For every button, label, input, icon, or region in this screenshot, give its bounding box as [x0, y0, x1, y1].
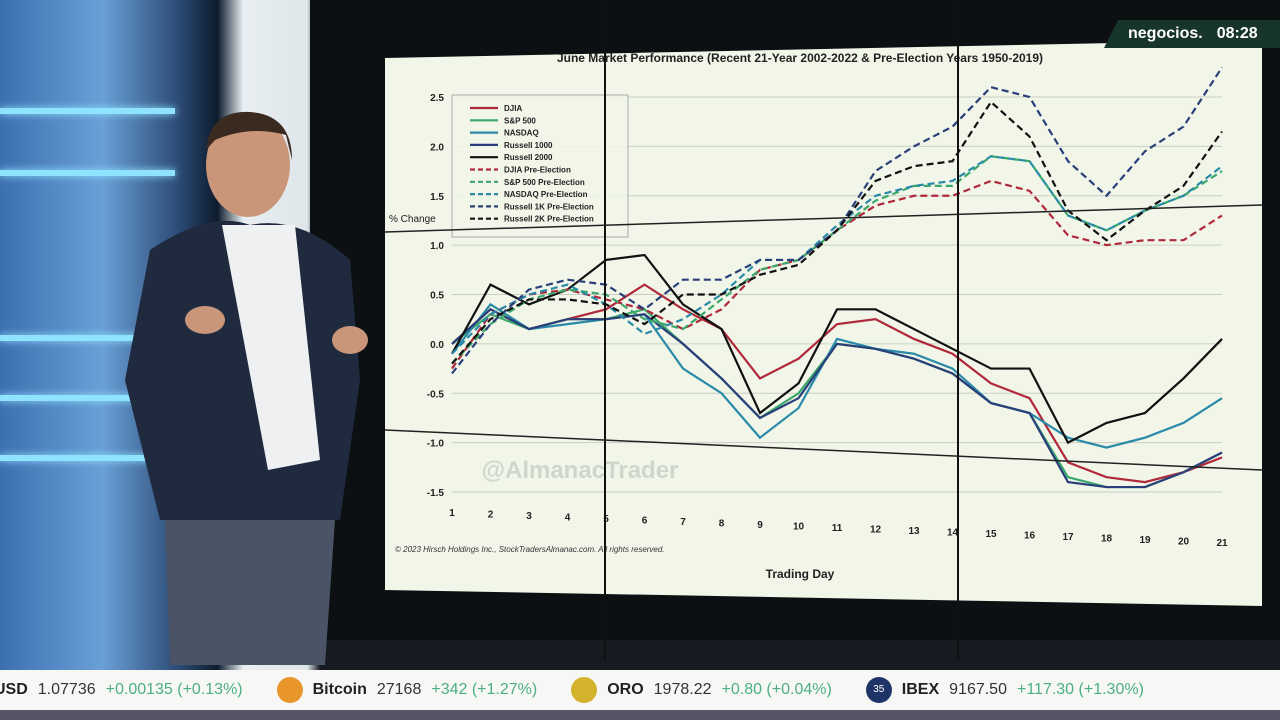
ticker-item-usd: USD 1.07736 +0.00135 (+0.13%) [0, 681, 243, 698]
presenter-shirt [222, 225, 320, 470]
watermark: @AlmanacTrader [482, 457, 679, 484]
neon-light [0, 108, 175, 114]
presenter [125, 111, 368, 665]
gold-icon [571, 677, 598, 703]
ticker-item-bitcoin: Bitcoin 27168 +342 (+1.27%) [276, 677, 537, 703]
x-tick-label: 2 [488, 510, 494, 521]
x-tick-label: 6 [642, 516, 648, 527]
series-line-nasdaq [451, 302, 1223, 449]
ticker-item-oro: ORO 1978.22 +0.80 (+0.04%) [571, 677, 832, 703]
legend-entry: Russell 1K Pre-Election [504, 202, 594, 211]
screen-seam [384, 429, 1263, 471]
x-tick-label: 21 [1216, 538, 1228, 549]
ticker-item-ibex: 35 IBEX 9167.50 +117.30 (+1.30%) [865, 677, 1144, 703]
y-tick-label: -0.5 [427, 389, 445, 400]
channel-bug: negocios. 08:28 [1104, 20, 1280, 48]
chart-title: June Market Performance (Recent 21-Year … [557, 51, 1043, 65]
legend-entry: Russell 2K Pre-Election [504, 215, 594, 224]
neon-light [0, 455, 175, 461]
channel-logo: negocios. [1128, 25, 1203, 42]
x-tick-label: 7 [680, 517, 686, 528]
series-line-russell-2k-pre-election [451, 100, 1223, 365]
legend-entry: NASDAQ [504, 129, 539, 138]
x-tick-label: 13 [908, 526, 920, 537]
x-tick-label: 12 [870, 525, 882, 536]
x-tick-label: 9 [757, 520, 763, 531]
y-tick-label: -1.5 [427, 488, 445, 499]
x-tick-label: 10 [793, 522, 805, 533]
x-axis-label: Trading Day [766, 567, 835, 581]
x-tick-label: 20 [1178, 537, 1190, 548]
y-tick-label: 2.0 [430, 142, 444, 153]
y-tick-label: -1.0 [427, 439, 445, 450]
bitcoin-icon [276, 677, 303, 703]
market-ticker: USD 1.07736 +0.00135 (+0.13%) Bitcoin 27… [0, 670, 1280, 710]
legend-entry: S&P 500 [504, 116, 536, 125]
legend-entry: DJIA Pre-Election [504, 166, 571, 175]
legend-entry: Russell 1000 [504, 141, 553, 150]
ibex-icon: 35 [865, 677, 892, 703]
copyright-footer: © 2023 Hirsch Holdings Inc., StockTrader… [395, 545, 665, 554]
presenter-head [206, 113, 290, 217]
y-tick-label: 1.5 [430, 192, 444, 203]
x-tick-label: 5 [603, 514, 609, 525]
series-line-djia-pre-election [451, 179, 1223, 370]
neon-light [0, 170, 175, 176]
x-tick-label: 17 [1062, 532, 1074, 543]
bottom-strip [0, 710, 1280, 720]
x-tick-label: 4 [565, 513, 571, 524]
series-line-russell-1000 [451, 307, 1223, 489]
screen-seam [384, 204, 1263, 233]
y-tick-label: 2.5 [430, 93, 444, 104]
x-tick-label: 19 [1139, 535, 1151, 546]
x-tick-label: 16 [1024, 531, 1036, 542]
x-tick-label: 1 [449, 508, 455, 519]
legend-entry: DJIA [504, 104, 522, 113]
series-line-russell-2000 [451, 253, 1223, 445]
series-line-djia [451, 283, 1223, 484]
neon-light [0, 395, 175, 401]
y-tick-label: 1.0 [430, 241, 444, 252]
series-line-nasdaq-pre-election [451, 155, 1223, 355]
x-tick-label: 14 [947, 528, 959, 539]
y-tick-label: 0.0 [430, 340, 444, 351]
legend-entry: S&P 500 Pre-Election [504, 178, 585, 187]
x-tick-label: 15 [985, 529, 997, 540]
y-axis-label: % Change [389, 214, 436, 225]
x-tick-label: 3 [526, 511, 532, 522]
y-tick-label: 0.5 [430, 291, 444, 302]
legend-entry: NASDAQ Pre-Election [504, 190, 588, 199]
legend-box [451, 94, 629, 238]
x-tick-label: 8 [719, 519, 725, 530]
clock: 08:28 [1216, 25, 1258, 42]
x-tick-label: 11 [832, 523, 843, 534]
neon-light [0, 335, 175, 341]
x-tick-label: 18 [1101, 534, 1113, 545]
legend-entry: Russell 2000 [504, 153, 553, 162]
presenter-trousers [165, 520, 335, 665]
